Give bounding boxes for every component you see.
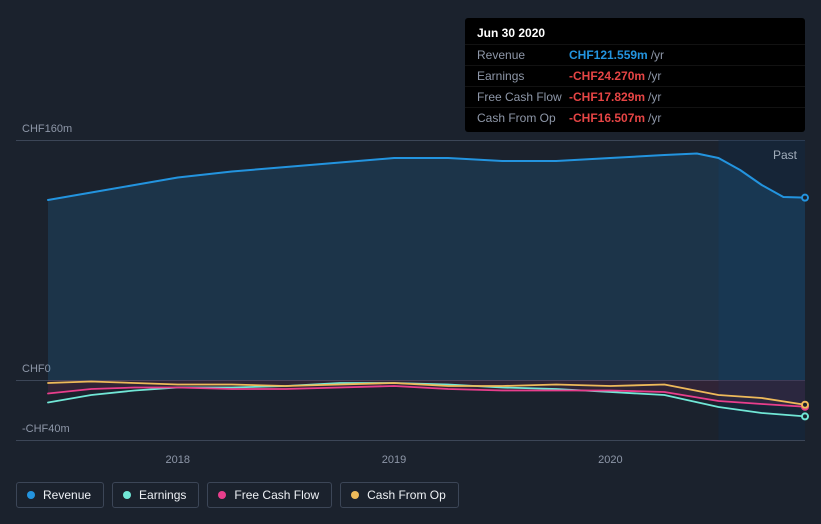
legend-item-label: Free Cash Flow — [234, 488, 319, 502]
tooltip-row-label: Revenue — [477, 48, 569, 62]
tooltip-date: Jun 30 2020 — [465, 22, 805, 44]
y-axis-label-max: CHF160m — [22, 123, 72, 135]
legend-item-label: Revenue — [43, 488, 91, 502]
series-end-marker — [802, 195, 808, 201]
chart-svg — [48, 140, 805, 440]
tooltip-row-label: Earnings — [477, 69, 569, 83]
series-end-marker — [802, 402, 808, 408]
tooltip-row-value: -CHF16.507m — [569, 111, 645, 125]
x-axis-label: 2019 — [382, 454, 406, 466]
tooltip-row-value: -CHF17.829m — [569, 90, 645, 104]
tooltip-row-unit: /yr — [651, 48, 664, 62]
tooltip-row-value: -CHF24.270m — [569, 69, 645, 83]
legend-dot-icon — [351, 491, 359, 499]
tooltip-row-value: CHF121.559m — [569, 48, 648, 62]
tooltip-row-label: Cash From Op — [477, 111, 569, 125]
legend-dot-icon — [27, 491, 35, 499]
legend-item-label: Earnings — [139, 488, 186, 502]
x-axis-label: 2020 — [598, 454, 622, 466]
tooltip-row: Earnings-CHF24.270m/yr — [465, 65, 805, 86]
x-axis-label: 2018 — [166, 454, 190, 466]
chart-tooltip: Jun 30 2020 RevenueCHF121.559m/yrEarning… — [465, 18, 805, 132]
legend-dot-icon — [218, 491, 226, 499]
legend-item-label: Cash From Op — [367, 488, 446, 502]
tooltip-row: Cash From Op-CHF16.507m/yr — [465, 107, 805, 128]
legend-item[interactable]: Earnings — [112, 482, 199, 508]
chart-plot-area[interactable]: Past CHF160m CHF0 -CHF40m — [16, 120, 805, 440]
series-fill — [48, 154, 805, 381]
tooltip-row-label: Free Cash Flow — [477, 90, 569, 104]
tooltip-row: RevenueCHF121.559m/yr — [465, 44, 805, 65]
gridline — [16, 440, 805, 441]
legend-item[interactable]: Revenue — [16, 482, 104, 508]
tooltip-row-unit: /yr — [648, 90, 661, 104]
tooltip-row: Free Cash Flow-CHF17.829m/yr — [465, 86, 805, 107]
y-axis-label-zero: CHF0 — [22, 363, 51, 375]
legend-item[interactable]: Cash From Op — [340, 482, 459, 508]
tooltip-row-unit: /yr — [648, 69, 661, 83]
x-axis: 2018 2019 2020 — [16, 454, 805, 474]
legend-dot-icon — [123, 491, 131, 499]
legend-item[interactable]: Free Cash Flow — [207, 482, 332, 508]
tooltip-row-unit: /yr — [648, 111, 661, 125]
chart-legend: Revenue Earnings Free Cash Flow Cash From O… — [16, 482, 459, 508]
series-end-marker — [802, 413, 808, 419]
